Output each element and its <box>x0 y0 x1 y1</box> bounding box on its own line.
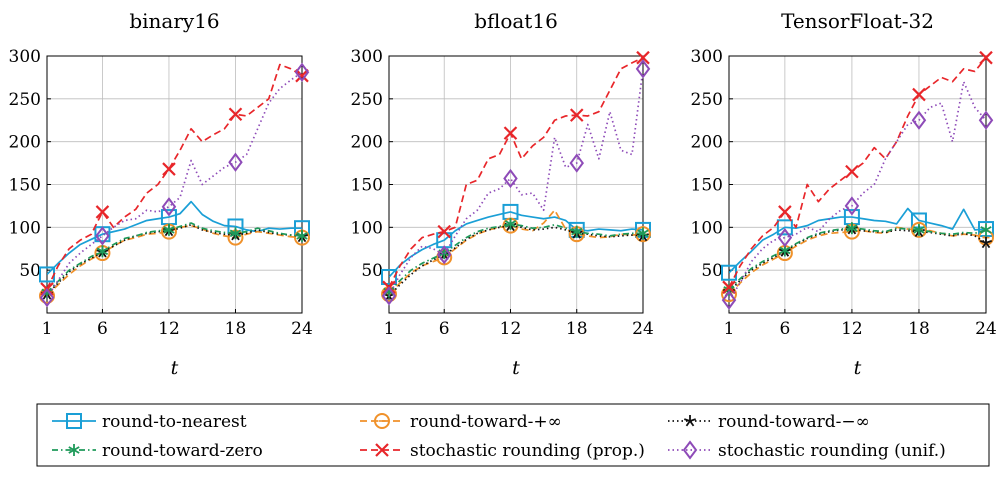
y-tick-label: 300 <box>691 47 723 67</box>
chart-panel-1: 1 6 12 18 24 50 100 150 200 250 300 binary16 t <box>9 9 313 379</box>
x-tick-label: 6 <box>97 319 108 339</box>
chart-panel-3: 1 6 12 18 24 50 100 150 200 250 300 TensorFloat-32 t <box>691 9 997 379</box>
legend-label: stochastic rounding (prop.) <box>410 441 645 461</box>
series-round-to-nearest <box>722 208 993 279</box>
x-tick-label: 1 <box>42 319 53 339</box>
series-line <box>389 69 643 296</box>
series-line <box>389 58 643 288</box>
x-tick-label: 12 <box>500 319 522 339</box>
y-tick-label: 100 <box>691 218 723 238</box>
y-tick-label: 200 <box>9 133 41 153</box>
series-round-to-nearest <box>40 202 309 282</box>
grid <box>47 56 302 313</box>
grid <box>389 56 643 313</box>
y-tick-label: 200 <box>691 133 723 153</box>
x-tick-label: 24 <box>291 319 313 339</box>
x-axis-label: t <box>512 357 520 379</box>
series-stochastic-rounding-prop- <box>383 52 649 294</box>
y-tick-label: 250 <box>351 90 383 110</box>
series-round-toward- <box>383 220 648 301</box>
legend-item: round-to-nearest <box>52 412 247 432</box>
series-line <box>389 224 643 292</box>
series-stochastic-rounding-prop- <box>723 52 992 294</box>
x-tick-label: 1 <box>384 319 395 339</box>
x-tick-label: 6 <box>779 319 790 339</box>
y-tick-label: 250 <box>691 90 723 110</box>
legend-label: round-toward-+∞ <box>410 412 562 432</box>
legend-label: stochastic rounding (unif.) <box>718 441 946 461</box>
x-tick-label: 12 <box>841 319 863 339</box>
y-tick-label: 150 <box>691 176 723 196</box>
series-round-toward-zero <box>724 222 991 296</box>
y-tick-label: 100 <box>9 218 41 238</box>
x-tick-label: 1 <box>724 319 735 339</box>
chart-panel-2: 1 6 12 18 24 50 100 150 200 250 300 bfloat16 t <box>351 9 654 379</box>
y-tick-label: 150 <box>351 176 383 196</box>
grid <box>729 56 986 313</box>
y-tick-label: 50 <box>19 261 41 281</box>
x-axis-label: t <box>854 357 862 379</box>
y-tick-label: 250 <box>9 90 41 110</box>
y-tick-label: 300 <box>9 47 41 67</box>
x-tick-label: 18 <box>566 319 588 339</box>
series-round-to-nearest <box>382 205 650 284</box>
chart-title: binary16 <box>129 9 219 33</box>
x-tick-label: 6 <box>439 319 450 339</box>
series-line <box>47 223 302 292</box>
series-stochastic-rounding-unif- <box>383 61 649 304</box>
x-tick-label: 24 <box>632 319 654 339</box>
legend-label: round-toward-zero <box>102 441 263 461</box>
chart-title: TensorFloat-32 <box>781 9 934 33</box>
series-line <box>729 58 986 288</box>
y-tick-label: 100 <box>351 218 383 238</box>
x-axis-label: t <box>171 357 179 379</box>
legend-label: round-to-nearest <box>102 412 247 432</box>
y-tick-label: 150 <box>9 176 41 196</box>
y-tick-label: 50 <box>701 261 723 281</box>
chart-title: bfloat16 <box>474 9 558 33</box>
y-tick-label: 200 <box>351 133 383 153</box>
legend: round-to-nearest round-toward-+∞ round-tow… <box>37 404 989 466</box>
y-tick-label: 300 <box>351 47 383 67</box>
x-tick-label: 24 <box>975 319 997 339</box>
legend-label: round-toward-−∞ <box>718 412 870 432</box>
series-line <box>729 82 986 300</box>
x-tick-label: 18 <box>908 319 930 339</box>
y-tick-label: 50 <box>361 261 383 281</box>
x-tick-label: 18 <box>225 319 247 339</box>
x-tick-label: 12 <box>158 319 180 339</box>
series-line <box>47 65 302 289</box>
series-line <box>389 226 643 296</box>
series-stochastic-rounding-unif- <box>723 82 992 308</box>
